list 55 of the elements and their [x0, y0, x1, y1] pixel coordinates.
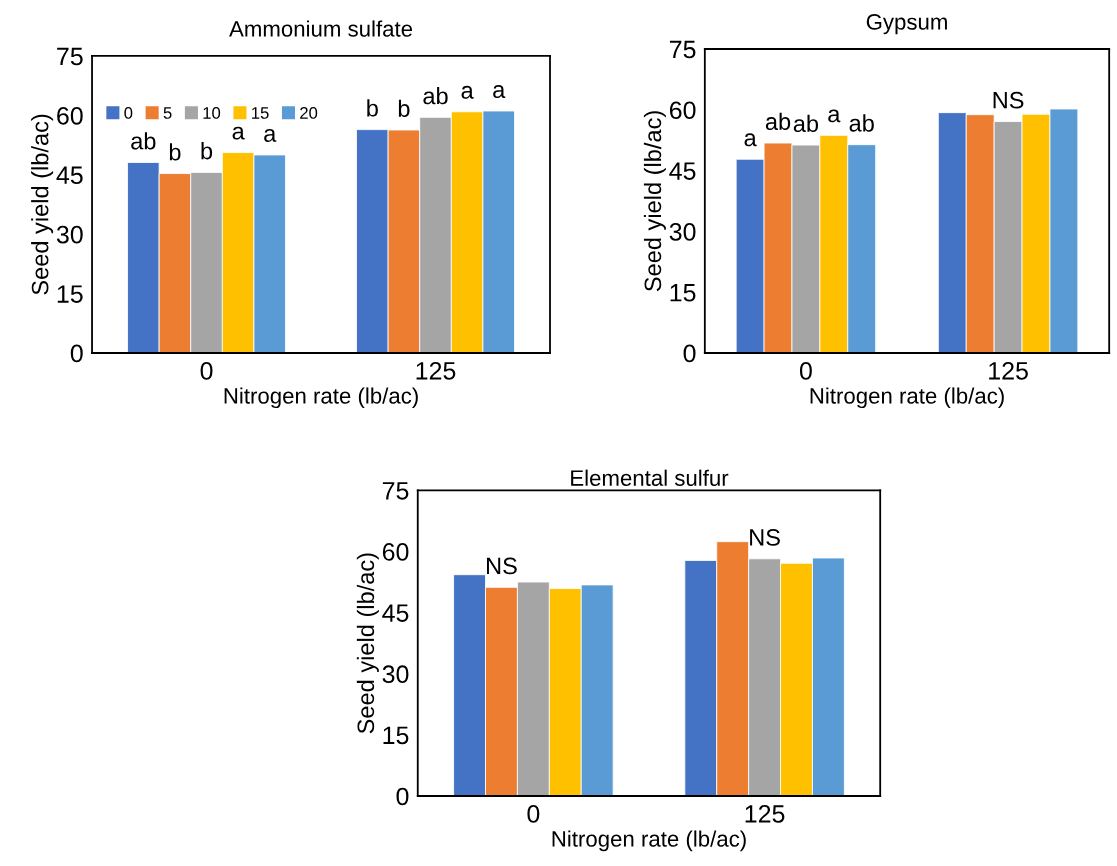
data-label: b: [201, 142, 213, 160]
data-label: a: [461, 85, 474, 99]
legend-label: 20: [300, 107, 318, 119]
data-label: ab: [793, 114, 819, 133]
chart-title: Ammonium sulfate: [229, 20, 413, 37]
y-tick-label: 60: [57, 106, 83, 125]
y-tick-label: 45: [382, 604, 409, 622]
y-tick-label: 15: [670, 284, 696, 302]
x-axis-title: Nitrogen rate (lb/ac): [552, 830, 746, 852]
y-tick-label: 60: [669, 101, 696, 120]
y-tick-label: 75: [382, 482, 409, 500]
y-tick-label: 75: [57, 47, 83, 66]
x-axis-title: Nitrogen rate (lb/ac): [810, 387, 1004, 409]
y-axis-title: Seed yield (lb/ac): [356, 553, 379, 734]
data-label: NS: [487, 557, 517, 575]
legend-label: 15: [252, 107, 269, 119]
data-label: NS: [750, 529, 780, 546]
x-tick-label: 125: [745, 805, 785, 823]
x-tick-label: 0: [200, 361, 213, 380]
y-tick-label: 75: [669, 40, 696, 59]
y-tick-label: 0: [70, 344, 83, 363]
y-tick-label: 30: [56, 225, 83, 244]
data-label: NS: [993, 91, 1024, 109]
y-tick-label: 15: [383, 726, 409, 745]
data-label: a: [744, 133, 757, 147]
y-tick-label: 0: [396, 787, 409, 806]
data-label: a: [232, 126, 245, 140]
data-label: b: [398, 99, 410, 117]
x-tick-label: 125: [416, 361, 456, 380]
y-tick-label: 15: [57, 285, 83, 303]
y-tick-label: 60: [382, 543, 409, 561]
y-tick-label: 30: [669, 223, 696, 241]
legend-label: 10: [203, 107, 221, 119]
data-label: a: [264, 129, 277, 142]
x-tick-label: 125: [989, 361, 1028, 380]
data-label: ab: [131, 132, 156, 150]
x-tick-label: 0: [799, 361, 812, 380]
data-label: ab: [423, 86, 448, 105]
data-label: ab: [765, 112, 791, 131]
legend-label: 0: [124, 107, 133, 119]
chart-title: Elemental sulfur: [571, 469, 729, 486]
data-label: a: [493, 85, 506, 98]
y-tick-label: 0: [683, 344, 696, 363]
y-axis-title: Seed yield (lb/ac): [643, 111, 666, 292]
y-tick-label: 45: [56, 166, 83, 185]
y-tick-label: 30: [382, 665, 409, 684]
legend-label: 5: [163, 107, 172, 119]
y-axis-title: Seed yield (lb/ac): [31, 114, 54, 295]
chart-title: Gypsum: [866, 14, 947, 35]
y-tick-label: 45: [669, 162, 696, 180]
data-label: a: [828, 109, 841, 123]
data-label: b: [169, 143, 181, 161]
data-label: ab: [849, 114, 874, 132]
data-label: b: [367, 99, 378, 117]
x-axis-title: Nitrogen rate (lb/ac): [224, 387, 418, 409]
